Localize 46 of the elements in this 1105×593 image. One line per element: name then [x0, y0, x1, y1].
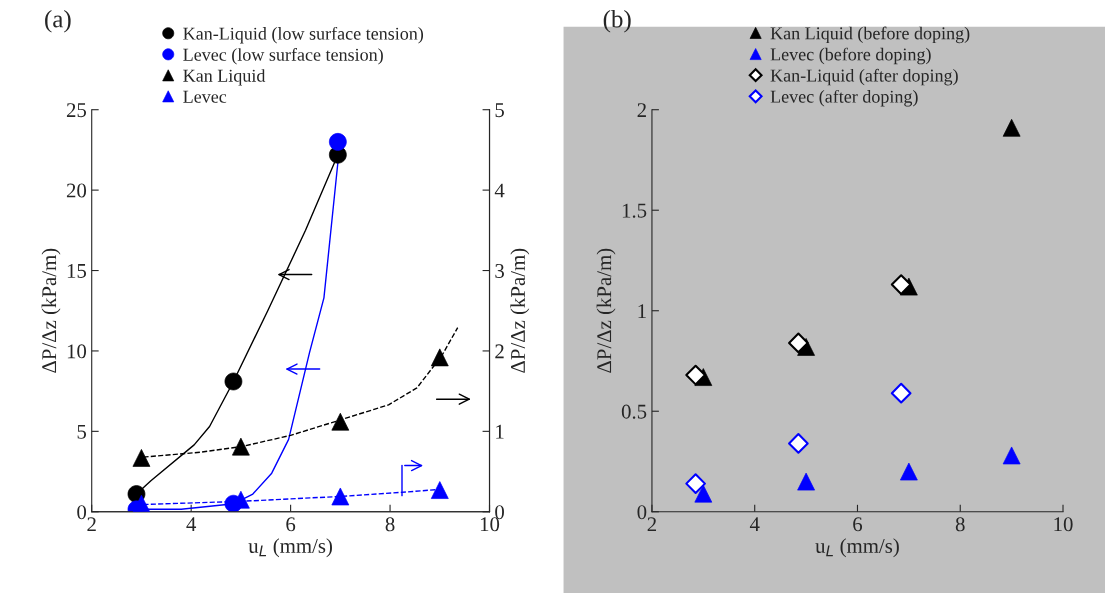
point [224, 372, 243, 391]
x-tick-label: 8 [385, 517, 395, 532]
x-tick-label: 6 [853, 517, 863, 532]
legend-label: Kan Liquid [183, 69, 266, 86]
y2-axis-title: ΔP/Δz (kPa/m) [510, 248, 530, 373]
legend-label: Kan Liquid (before doping) [770, 26, 970, 44]
y-axis-title: ΔP/Δz (kPa/m) [596, 248, 616, 373]
x-tick-label: 6 [286, 517, 296, 532]
y-tick-label: 1 [638, 304, 646, 318]
y-tick-label: 10 [67, 344, 87, 359]
y-tick-label: 5 [77, 424, 87, 439]
point [685, 364, 706, 386]
y-tick-label: 2 [637, 103, 646, 117]
chart-title: (a) [45, 9, 71, 33]
point [788, 433, 809, 454]
x-tick-label: 4 [749, 517, 760, 532]
x-tick-label: 10 [1054, 517, 1073, 532]
y2-tick-label: 2 [495, 344, 504, 359]
point [890, 382, 912, 404]
y-tick-label: 0 [77, 505, 87, 520]
y-tick-label: 0.5 [621, 404, 647, 419]
x-tick-label: 8 [955, 517, 965, 532]
point [890, 274, 912, 295]
x-tick-label: 2 [647, 517, 657, 532]
y2-tick-label: 1 [496, 424, 504, 439]
y-axis-title: ΔP/Δz (kPa/m) [41, 248, 61, 373]
x-axis-title: u$_{L}$ (mm/s) [815, 538, 899, 558]
x-tick-label: 4 [186, 517, 197, 532]
x-axis-title: u$_{L}$ (mm/s) [248, 538, 332, 558]
legend-label: Kan-Liquid (after doping) [770, 68, 958, 86]
y2-tick-label: 5 [495, 103, 504, 118]
legend-label: Levec (after doping) [770, 89, 918, 107]
y-tick-label: 20 [66, 183, 87, 198]
legend-label: Kan-Liquid (low surface tension) [183, 26, 424, 44]
y-tick-label: 0 [637, 505, 647, 520]
legend-label: Levec (low surface tension) [183, 47, 383, 65]
point [788, 332, 809, 354]
y-tick-label: 15 [67, 264, 87, 278]
y-tick-label: 1.5 [622, 203, 647, 218]
legend-label: Levec [183, 90, 227, 103]
chart-title: (b) [603, 9, 631, 33]
point [685, 473, 706, 494]
legend-label: Levec (before doping) [770, 47, 931, 65]
y2-tick-label: 3 [495, 263, 504, 278]
y2-tick-label: 4 [494, 183, 505, 198]
y-tick-label: 25 [66, 103, 87, 118]
